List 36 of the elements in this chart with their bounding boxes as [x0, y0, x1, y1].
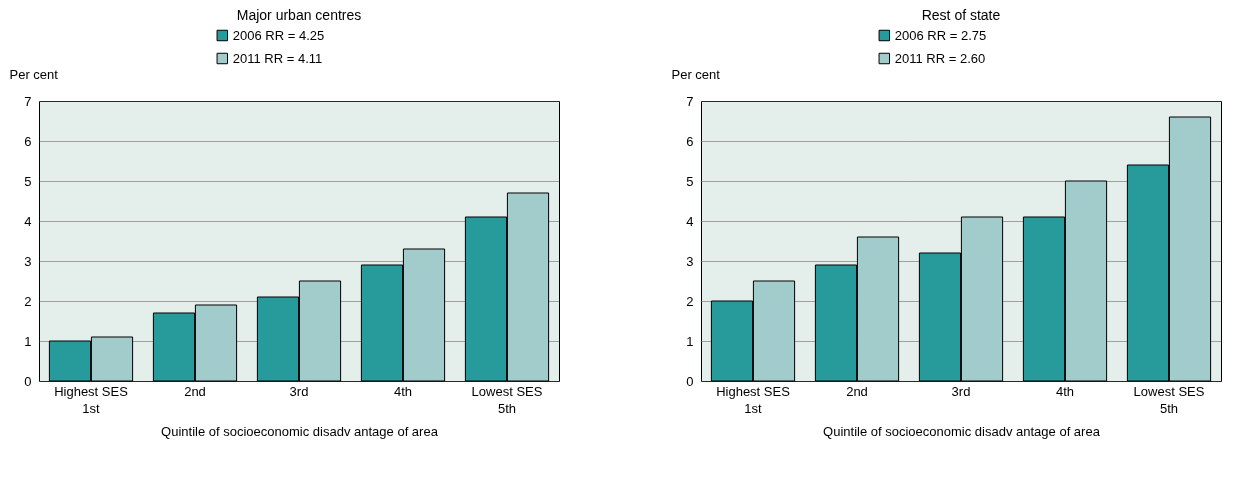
y-axis-title: Per cent	[9, 66, 59, 82]
x-tick-label: Lowest SES 5th	[1133, 383, 1205, 416]
x-axis-title: Quintile of socioeconomic disadv antage of area	[823, 423, 1101, 439]
y-tick-label: 6	[24, 133, 32, 149]
x-tick-label: Highest SES 1st	[54, 383, 129, 416]
y-tick-label: 4	[686, 213, 694, 229]
x-tick-label: 4th	[1055, 383, 1075, 399]
y-tick-label: 6	[686, 133, 694, 149]
y-tick-label: 5	[24, 173, 32, 189]
x-tick-label: 2nd	[846, 383, 868, 399]
x-tick-label: 3rd	[289, 383, 309, 399]
chart-title: Major urban centres	[236, 7, 362, 23]
y-tick-label: 3	[686, 253, 694, 269]
y-tick-label: 1	[686, 333, 694, 349]
x-tick-label: Highest SES 1st	[716, 383, 791, 416]
legend-label: 2011 RR = 2.60	[894, 50, 986, 66]
chart-title: Rest of state	[921, 7, 1001, 23]
y-axis-title: Per cent	[671, 66, 721, 82]
y-tick-label: 2	[24, 293, 32, 309]
legend-label: 2011 RR = 4.11	[232, 50, 323, 66]
y-tick-label: 7	[24, 93, 32, 109]
x-tick-label: 3rd	[951, 383, 971, 399]
y-tick-label: 2	[686, 293, 694, 309]
y-tick-label: 4	[24, 213, 32, 229]
y-tick-label: 7	[686, 93, 694, 109]
x-tick-label: 4th	[393, 383, 413, 399]
y-tick-label: 5	[686, 173, 694, 189]
x-tick-label: Lowest SES 5th	[471, 383, 543, 416]
x-axis-title: Quintile of socioeconomic disadv antage of area	[161, 423, 439, 439]
legend-label: 2006 RR = 4.25	[232, 27, 325, 43]
x-tick-label: 2nd	[184, 383, 206, 399]
legend-label: 2006 RR = 2.75	[894, 27, 987, 43]
y-tick-label: 0	[686, 373, 694, 389]
y-tick-label: 3	[24, 253, 32, 269]
y-tick-label: 1	[24, 333, 32, 349]
y-tick-label: 0	[24, 373, 32, 389]
